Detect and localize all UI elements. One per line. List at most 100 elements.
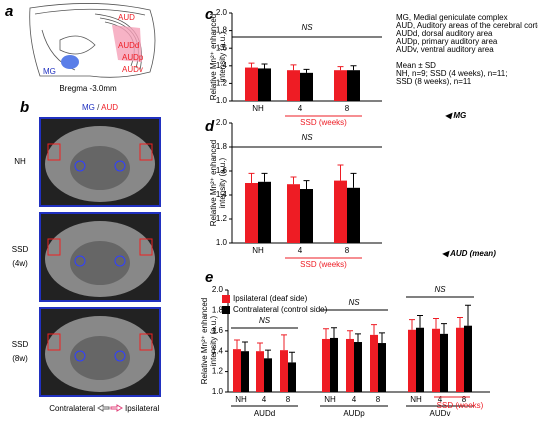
error-bar xyxy=(303,180,310,189)
bar xyxy=(347,187,360,243)
row-label: (4w) xyxy=(12,259,28,268)
row-label: NH xyxy=(14,157,26,166)
error-bar xyxy=(409,319,415,330)
bar xyxy=(347,70,360,101)
error-bar xyxy=(457,317,463,328)
row-label: (8w) xyxy=(12,354,28,363)
y-tick-label: 1.0 xyxy=(216,96,228,105)
bar xyxy=(287,70,300,101)
title-part: AUD xyxy=(101,103,118,112)
panel-label: b xyxy=(20,99,29,116)
panel-label: e xyxy=(205,269,213,286)
x-tick-label: 4 xyxy=(298,104,303,113)
group-label: AUDv xyxy=(430,409,451,418)
note: AUDv, ventral auditory area xyxy=(396,45,494,54)
footer-left: Contralateral xyxy=(49,404,95,413)
x-tick-label: 4 xyxy=(438,395,443,404)
region-label: AUD xyxy=(118,13,135,22)
y-tick-label: 2.0 xyxy=(216,8,228,17)
error-bar xyxy=(347,330,353,339)
title-part: MG xyxy=(82,103,95,112)
note: MG, Medial geniculate complex xyxy=(396,13,508,22)
bar xyxy=(241,351,249,392)
panel-label: a xyxy=(5,3,13,20)
side-note: ◀ MG xyxy=(445,111,466,120)
legend-swatch xyxy=(222,295,230,303)
bar xyxy=(432,328,440,392)
bar xyxy=(300,72,313,101)
arrow-right xyxy=(110,404,123,412)
bar xyxy=(258,181,271,243)
x-tick-label: 8 xyxy=(376,395,381,404)
bar xyxy=(416,327,424,392)
error-bar xyxy=(379,332,385,344)
group-label: SSD (weeks) xyxy=(437,401,484,410)
error-bar xyxy=(350,172,357,188)
x-tick-label: NH xyxy=(410,395,422,404)
x-tick-label: NH xyxy=(252,246,264,255)
footer-right: Ipsilateral xyxy=(125,404,159,413)
aud-region xyxy=(112,25,142,62)
y-tick-label: 1.4 xyxy=(216,190,228,199)
y-axis-label: intensity (a.u.) xyxy=(218,158,227,209)
bar xyxy=(456,327,464,392)
legend-label: Contralateral (control side) xyxy=(233,305,328,314)
bar xyxy=(440,333,448,392)
error-bar xyxy=(371,324,377,335)
y-tick-label: 1.8 xyxy=(216,26,228,35)
y-tick-label: 1.2 xyxy=(212,367,224,376)
y-tick-label: 1.6 xyxy=(212,326,224,335)
bar xyxy=(245,67,258,101)
bar xyxy=(334,180,347,243)
error-bar xyxy=(248,62,255,68)
side-note: ◀ AUD (mean) xyxy=(442,249,496,258)
annotation: NS xyxy=(301,133,313,142)
region-label: AUDp xyxy=(122,53,144,62)
y-tick-label: 2.0 xyxy=(216,118,228,127)
bar xyxy=(354,342,362,392)
error-bar xyxy=(234,339,240,350)
bar xyxy=(464,325,472,392)
error-bar xyxy=(417,315,423,328)
bar xyxy=(370,334,378,392)
error-bar xyxy=(248,172,255,183)
panel-label: d xyxy=(205,118,215,135)
bar xyxy=(300,189,313,243)
bar xyxy=(330,337,338,392)
x-tick-label: 8 xyxy=(462,395,467,404)
panel-title: MG / AUD xyxy=(82,103,118,112)
error-bar xyxy=(265,349,271,359)
x-tick-label: 4 xyxy=(298,246,303,255)
bar xyxy=(346,338,354,392)
note: Mean ± SD xyxy=(396,61,436,70)
error-bar xyxy=(303,68,310,73)
caption: Bregma -3.0mm xyxy=(59,84,117,93)
error-bar xyxy=(337,66,344,71)
bar xyxy=(378,343,386,392)
bar xyxy=(264,358,272,392)
bar xyxy=(280,350,288,392)
x-tick-label: 8 xyxy=(345,246,350,255)
annotation: NS xyxy=(301,23,313,32)
error-bar xyxy=(331,327,337,338)
annotation: NS xyxy=(259,316,271,325)
note: AUD, Auditory areas of the cerebral cort… xyxy=(396,21,538,30)
y-tick-label: 1.6 xyxy=(216,166,228,175)
group-label: AUDp xyxy=(343,409,365,418)
bar xyxy=(288,362,296,392)
error-bar xyxy=(337,164,344,181)
mg-region xyxy=(61,55,79,69)
x-tick-label: 8 xyxy=(286,395,291,404)
error-bar xyxy=(289,351,295,363)
bar xyxy=(233,349,241,392)
error-bar xyxy=(261,172,268,182)
error-bar xyxy=(433,318,439,329)
region-label: AUDv xyxy=(122,65,143,74)
error-bar xyxy=(465,304,471,326)
error-bar xyxy=(290,176,297,185)
title-part: / xyxy=(97,103,100,112)
error-bar xyxy=(290,64,297,71)
x-tick-label: 4 xyxy=(262,395,267,404)
x-tick-label: 8 xyxy=(345,104,350,113)
